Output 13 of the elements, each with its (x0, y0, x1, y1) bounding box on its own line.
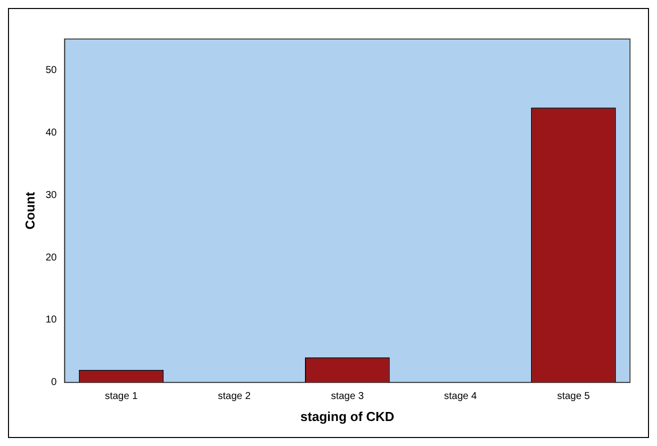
y-tick-label: 20 (46, 252, 58, 264)
x-tick-label: stage 1 (104, 391, 138, 402)
y-tick-label: 50 (46, 64, 58, 76)
x-axis-title: staging of CKD (300, 408, 394, 424)
y-tick-label: 10 (46, 314, 58, 326)
y-tick-label: 30 (46, 190, 58, 201)
x-tick-label: stage 4 (444, 391, 478, 402)
y-axis-title: Count (22, 191, 38, 230)
y-tick-label: 0 (51, 377, 58, 388)
y-tick-label: 40 (46, 127, 58, 138)
x-tick-label: stage 2 (218, 391, 252, 402)
x-tick-label: stage 5 (557, 391, 590, 402)
x-tick-label: stage 3 (330, 391, 364, 402)
